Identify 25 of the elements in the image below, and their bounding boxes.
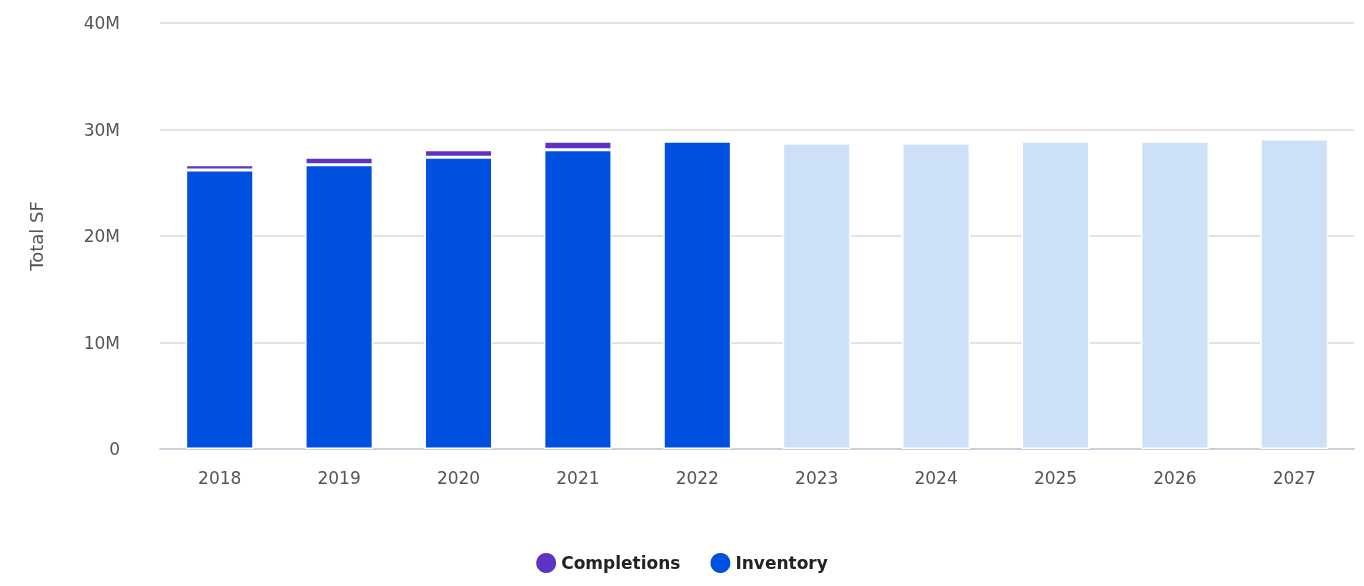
x-tick-label: 2020 xyxy=(436,467,481,488)
x-tick-label: 2022 xyxy=(675,467,719,488)
x-tick-label: 2026 xyxy=(1153,467,1197,488)
x-tick-label: 2025 xyxy=(1033,467,1078,488)
y-tick-label: 20M xyxy=(83,226,120,246)
bar xyxy=(782,143,851,449)
bar xyxy=(902,143,971,449)
bar xyxy=(1021,141,1090,449)
x-tick-label: 2023 xyxy=(795,467,839,488)
y-tick-label: 40M xyxy=(83,13,120,33)
legend-label: Completions xyxy=(561,553,681,573)
legend-label: Inventory xyxy=(735,553,828,573)
y-tick-label: 10M xyxy=(83,332,120,353)
bar xyxy=(663,141,732,449)
bar xyxy=(1260,139,1329,449)
x-tick-label: 2019 xyxy=(317,467,361,488)
bar xyxy=(1140,141,1209,449)
x-tick-label: 2024 xyxy=(914,467,958,488)
x-tick-label: 2027 xyxy=(1272,467,1316,488)
y-tick-label: 0 xyxy=(109,439,120,459)
bar xyxy=(185,169,254,449)
y-tick-label: 30M xyxy=(83,119,120,140)
x-tick-label: 2021 xyxy=(556,467,600,488)
x-tick-label: 2018 xyxy=(198,467,242,488)
y-axis-title: Total SF xyxy=(25,201,47,272)
